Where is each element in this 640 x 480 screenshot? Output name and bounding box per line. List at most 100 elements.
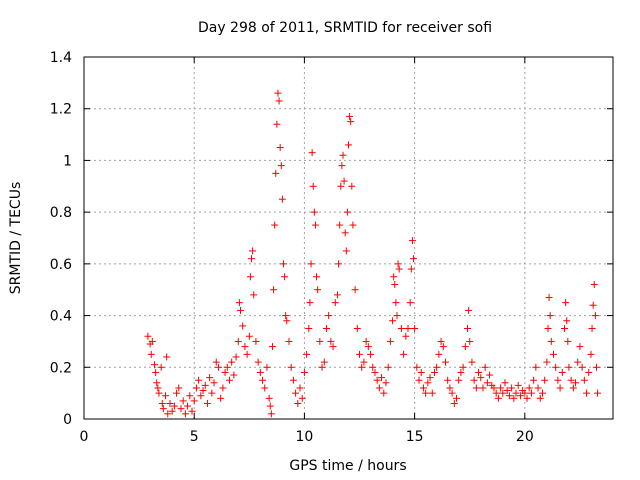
data-point [565,363,573,371]
data-point [206,374,214,382]
data-point [310,208,318,216]
grid [84,57,613,419]
data-point [556,384,564,392]
data-point [494,394,502,402]
data-point [419,384,427,392]
data-point [353,325,361,332]
data-point [235,299,243,307]
data-point [386,337,394,345]
y-tick-label: 0.4 [50,309,72,325]
data-point [217,394,225,402]
data-point [268,343,276,351]
data-point [382,379,390,387]
data-point [279,260,287,268]
data-point [267,410,275,418]
data-point [472,384,480,392]
data-point [327,337,335,345]
x-tick-label: 5 [190,429,199,445]
data-point [591,312,599,320]
data-point [375,384,383,392]
data-point [483,379,491,387]
data-point [408,237,416,245]
data-point [448,389,456,397]
data-point [163,353,171,361]
data-point [413,363,421,371]
data-point [367,350,375,358]
data-point [173,389,181,397]
data-point [356,350,364,358]
data-point [422,389,430,397]
data-point [277,162,285,170]
data-point [195,376,203,384]
data-point [192,384,200,392]
data-point [364,343,372,351]
data-point [246,273,254,281]
data-point [271,221,279,229]
data-point [265,394,273,402]
x-tick-label: 20 [516,429,534,445]
data-point [349,221,357,229]
data-point [208,389,216,397]
data-point [397,325,405,332]
data-point [538,389,546,397]
data-point [563,317,571,325]
data-point [415,376,423,384]
data-point [567,376,575,384]
data-point [223,363,231,371]
data-point [592,363,600,371]
data-point [543,358,551,366]
y-tick-label: 0.6 [50,257,72,273]
data-point [168,407,176,415]
data-point [325,312,333,320]
data-point [481,363,489,371]
data-point [298,394,306,402]
data-point [308,149,316,157]
data-point [339,151,347,159]
data-point [404,325,412,332]
data-point [390,273,398,281]
data-point [278,195,286,203]
data-point [545,293,553,301]
data-point [580,376,588,384]
y-tick-label: 1.2 [50,102,72,118]
data-point [392,299,400,307]
data-point [337,182,345,190]
data-point [273,120,281,128]
data-point [536,394,544,402]
data-point [554,376,562,384]
data-point [492,389,500,397]
data-point [544,325,552,332]
data-point [439,343,447,351]
data-point [157,363,165,371]
x-tick-label: 0 [80,429,89,445]
data-point [212,358,220,366]
data-point [228,358,236,366]
data-point [300,368,308,376]
data-point [465,306,473,314]
y-tick-label: 0.8 [50,205,72,221]
data-point [292,389,300,397]
data-point [369,363,377,371]
data-point [378,374,386,382]
plot-frame [83,56,614,420]
data-point [164,410,172,418]
data-point [283,317,291,325]
data-point [210,379,218,387]
data-point [190,397,198,405]
data-point [148,337,156,345]
data-point [184,402,192,410]
data-point [239,322,247,330]
data-point [373,376,381,384]
data-point [175,384,183,392]
data-point [497,384,505,392]
data-point [470,376,478,384]
data-point [435,350,443,358]
data-point [417,368,425,376]
x-tick-label: 10 [296,429,314,445]
data-point [558,368,566,376]
data-point [453,394,461,402]
data-point [572,379,580,387]
data-point [490,384,498,392]
data-point [318,363,326,371]
